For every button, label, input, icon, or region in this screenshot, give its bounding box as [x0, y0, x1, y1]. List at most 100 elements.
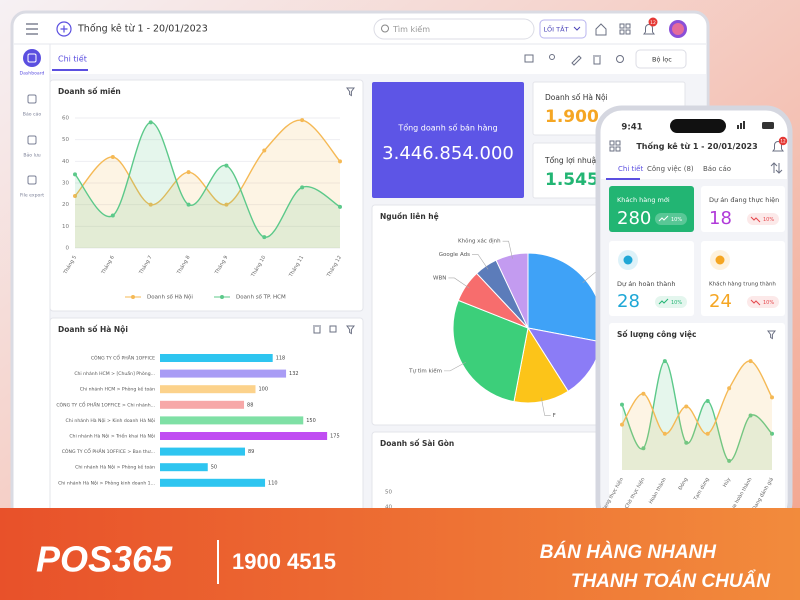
phone-tab[interactable]: Chi tiết — [618, 165, 643, 173]
legend-marker — [131, 295, 135, 299]
apps-icon[interactable] — [609, 140, 621, 152]
nav-active — [23, 49, 41, 67]
kpi-label: Tổng lợi nhuận — [544, 156, 601, 165]
point — [705, 431, 710, 436]
change-label: 10% — [763, 217, 774, 223]
point — [705, 399, 710, 404]
trend-arrow — [750, 299, 761, 306]
sort-icon[interactable] — [770, 162, 783, 174]
nav-icon[interactable] — [27, 135, 37, 145]
value-label: 88 — [247, 402, 253, 408]
panel-title: Doanh số miền — [58, 87, 121, 96]
y-tick-label: 50 — [385, 490, 392, 496]
avatar-inner — [672, 23, 684, 35]
point — [110, 155, 115, 159]
add-button[interactable] — [56, 21, 72, 37]
nav-icon[interactable] — [27, 94, 37, 104]
point — [748, 359, 753, 364]
point — [262, 235, 267, 240]
filter-icon[interactable] — [767, 330, 776, 340]
sidebar: Dashboard Báo cáo Bảo lưu File export — [20, 49, 45, 199]
badge-count: 12 — [780, 139, 786, 144]
point — [770, 395, 774, 400]
leader-line — [502, 240, 513, 259]
trend-arrow — [658, 298, 669, 305]
card-value: 280 — [617, 208, 651, 229]
slogan: THANH TOÁN CHUẨN — [571, 570, 771, 592]
kpi-card — [372, 82, 524, 198]
tab-label[interactable]: Chi tiết — [58, 54, 87, 64]
change-pill — [747, 213, 779, 225]
legend-label: Doanh số Hà Nội — [147, 294, 193, 301]
filter-label: Bộ lọc — [652, 56, 672, 64]
phone-tab[interactable]: Công việc (8) — [647, 165, 694, 173]
leader-line — [541, 397, 551, 416]
badge — [778, 136, 788, 146]
bar — [160, 478, 266, 487]
menu-icon[interactable] — [26, 23, 38, 35]
toolbar-icons[interactable] — [524, 54, 624, 66]
point — [110, 213, 115, 218]
legend-label: Doanh số TP. HCM — [236, 294, 286, 301]
bell-icon[interactable] — [772, 141, 784, 152]
point — [662, 359, 667, 364]
bar — [160, 463, 208, 472]
value-label: 118 — [276, 356, 286, 362]
card-label: Khách hàng trung thành — [709, 281, 776, 288]
nav-label: File export — [20, 193, 44, 199]
banner-bg — [0, 508, 800, 600]
card-value: 24 — [709, 291, 732, 312]
leader-line — [448, 277, 470, 289]
search-icon — [381, 24, 389, 33]
point — [73, 172, 77, 177]
nav-icon[interactable] — [27, 175, 37, 185]
bar — [160, 432, 328, 440]
kpi-value: 3.446.854.000 — [382, 143, 514, 164]
phone: 9:41 Thống kê từ 1 - 20/01/2023 12 Số lư… — [595, 105, 793, 529]
card-icon — [715, 255, 725, 265]
stat-card — [609, 186, 694, 232]
change-label: 10% — [763, 300, 774, 306]
y-tick-label: 10 — [62, 224, 69, 230]
slice-label: Google Ads — [439, 252, 470, 258]
phone-tab[interactable]: Báo cáo — [703, 165, 731, 173]
kpi-value: 1.545. — [545, 170, 605, 190]
slogan: BÁN HÀNG NHANH — [540, 541, 718, 563]
change-pill — [655, 296, 687, 308]
line — [74, 119, 341, 206]
line — [621, 360, 773, 462]
home-icon[interactable] — [595, 23, 607, 36]
panel-title: Nguồn liên hệ — [380, 212, 439, 221]
value-label: 175 — [330, 434, 340, 440]
nav-icon[interactable] — [27, 53, 37, 63]
banner: POS365 1900 4515 BÁN HÀNG NHANH THANH TO… — [0, 508, 800, 600]
area — [75, 122, 340, 248]
point — [224, 202, 229, 207]
card-value: 28 — [617, 291, 640, 312]
filter-button[interactable] — [635, 49, 687, 69]
slice-label: F — [553, 413, 556, 419]
search-box[interactable] — [373, 18, 535, 40]
panel-icons[interactable] — [313, 325, 355, 335]
shortcut-button[interactable] — [539, 19, 587, 39]
point — [186, 170, 191, 175]
apps-icon[interactable] — [619, 23, 631, 35]
y-tick-label: 40 — [62, 159, 69, 165]
point — [641, 446, 646, 451]
y-tick-label: 40 — [385, 505, 392, 511]
shortcut-label: LỐI TẮT — [543, 24, 568, 34]
bar-label: Chi nhánh HCM > [Chuẩn] Phòng... — [74, 370, 155, 377]
point — [148, 202, 153, 207]
bar-label: CÔNG TY CỔ PHẦN 1OFFICE — [91, 354, 155, 362]
bar — [160, 354, 273, 362]
point — [73, 194, 77, 198]
bar-label: Chi nhánh HCM > Phòng kế toán — [80, 386, 155, 393]
area — [622, 360, 772, 470]
value-label: 150 — [306, 418, 316, 424]
area — [622, 361, 772, 470]
point — [148, 120, 153, 125]
filter-icon[interactable] — [346, 87, 355, 97]
bar — [160, 385, 256, 394]
point — [684, 404, 689, 409]
